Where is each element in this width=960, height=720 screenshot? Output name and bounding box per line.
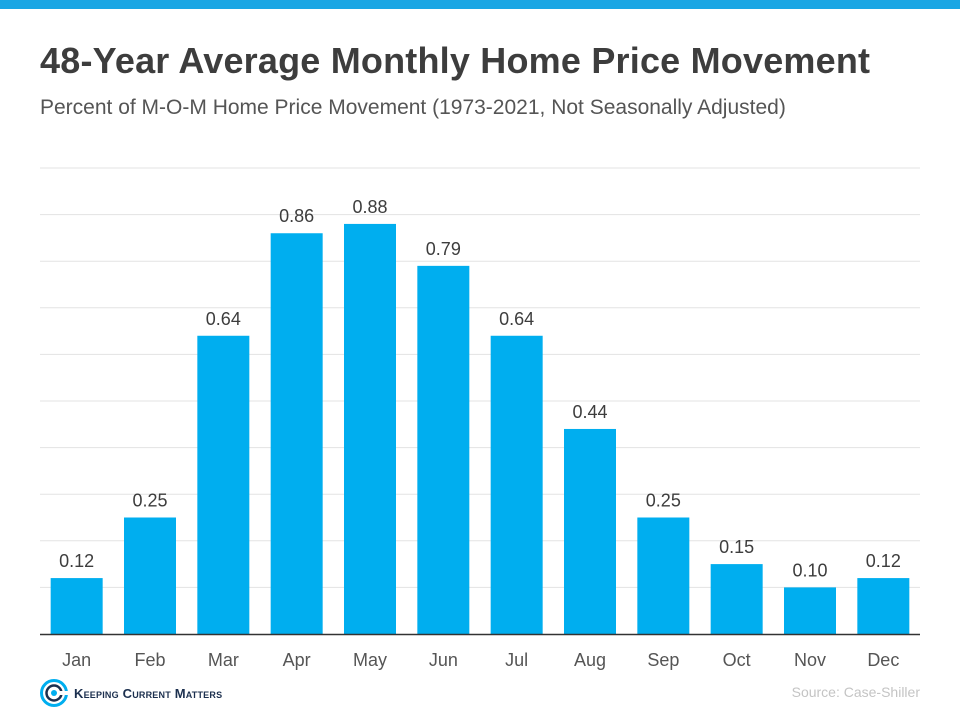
tick-label-aug: Aug: [574, 650, 606, 670]
top-accent-bar: [0, 0, 960, 9]
gridlines: [40, 167, 920, 588]
value-label-jun: 0.79: [426, 239, 461, 259]
value-label-aug: 0.44: [572, 402, 607, 422]
chart-title: 48-Year Average Monthly Home Price Movem…: [40, 40, 871, 81]
value-label-may: 0.88: [352, 197, 387, 217]
value-label-feb: 0.25: [132, 491, 167, 511]
tick-label-sep: Sep: [647, 650, 679, 670]
source-note: Source: Case-Shiller: [791, 684, 920, 700]
chart-subtitle: Percent of M-O-M Home Price Movement (19…: [40, 96, 786, 119]
value-label-nov: 0.10: [792, 560, 827, 580]
value-label-oct: 0.15: [719, 537, 754, 557]
bar-nov: [784, 587, 836, 634]
tick-label-may: May: [353, 650, 387, 670]
brand-logo: Keeping Current Matters: [40, 679, 222, 707]
value-label-jan: 0.12: [59, 551, 94, 571]
tick-label-jan: Jan: [62, 650, 91, 670]
bar-sep: [637, 517, 690, 634]
bar-jan: [50, 578, 103, 634]
value-label-sep: 0.25: [646, 491, 681, 511]
bar-chart: 0.12 0.25 0.64 0.86 0.88 0.79 0.64 0.44 0.25 0.15…: [40, 167, 920, 670]
value-label-apr: 0.86: [279, 206, 314, 226]
tick-label-oct: Oct: [723, 650, 751, 670]
bar-dec: [857, 578, 910, 634]
brand-name: Keeping Current Matters: [74, 685, 223, 701]
bar-apr: [270, 233, 323, 635]
bar-jun: [417, 265, 470, 634]
tick-label-apr: Apr: [283, 650, 311, 670]
value-labels: 0.12 0.25 0.64 0.86 0.88 0.79 0.64 0.44 0.25 0.15…: [59, 197, 901, 580]
bar-may: [344, 223, 396, 635]
tick-label-feb: Feb: [134, 650, 165, 670]
bars: [50, 223, 910, 635]
tick-label-nov: Nov: [794, 650, 826, 670]
bar-jul: [490, 335, 543, 634]
tick-label-jun: Jun: [429, 650, 458, 670]
value-label-jul: 0.64: [499, 309, 534, 329]
kcm-swirl-logo-icon: [40, 679, 69, 707]
tick-label-mar: Mar: [208, 650, 239, 670]
value-label-mar: 0.64: [206, 309, 241, 329]
tick-label-jul: Jul: [505, 650, 528, 670]
x-axis-tick-labels: Jan Feb Mar Apr May Jun Jul Aug Sep Oct Nov Dec: [62, 650, 899, 670]
bar-aug: [564, 428, 616, 634]
bar-feb: [124, 517, 176, 634]
tick-label-dec: Dec: [867, 650, 899, 670]
value-label-dec: 0.12: [866, 551, 901, 571]
bar-oct: [710, 564, 763, 634]
bar-mar: [197, 335, 250, 634]
